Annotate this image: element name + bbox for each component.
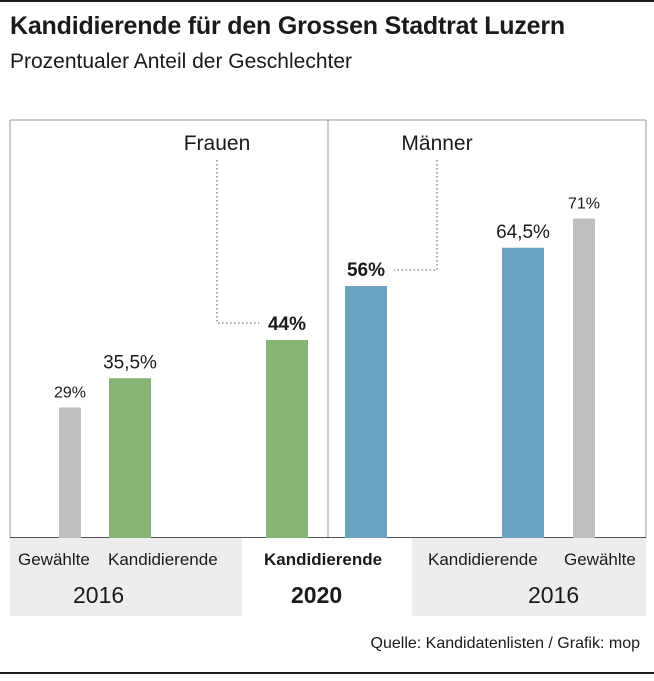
bar-5 bbox=[502, 247, 544, 538]
source-credit: Quelle: Kandidatenlisten / Grafik: mop bbox=[370, 635, 640, 652]
bar-label-1: 29% bbox=[54, 385, 86, 402]
bar-1 bbox=[59, 407, 81, 538]
top-rule bbox=[0, 0, 654, 2]
axis-group-2020: Kandidierende 2020 bbox=[242, 538, 412, 616]
leader-men bbox=[394, 160, 438, 271]
axis-cat-elected-2016-women: Gewählte bbox=[18, 550, 90, 569]
axis-cat-candidates-2016-men: Kandidierende bbox=[428, 550, 538, 569]
chart-subtitle: Prozentualer Anteil der Geschlechter bbox=[10, 50, 353, 73]
bar-label-3: 44% bbox=[268, 314, 306, 335]
axis-group-2016-left: Gewählte Kandidierende 2016 bbox=[10, 538, 242, 616]
axis-year-2020: 2020 bbox=[291, 582, 343, 608]
bar-label-5: 64,5% bbox=[496, 222, 550, 243]
bar-3 bbox=[266, 340, 308, 538]
bar-chart: Frauen Männer 29% 35,5% 44% 56% 64,5% 71% bbox=[9, 119, 647, 539]
bar-label-6: 71% bbox=[568, 196, 600, 213]
axis-cat-candidates-2020: Kandidierende bbox=[264, 550, 383, 569]
axis-year-2016-left: 2016 bbox=[73, 582, 125, 608]
annotation-women: Frauen bbox=[184, 132, 251, 155]
axis-year-2016-right: 2016 bbox=[528, 582, 580, 608]
bar-2 bbox=[109, 378, 151, 538]
bottom-rule bbox=[0, 672, 654, 674]
chart-title: Kandidierende für den Grossen Stadtrat L… bbox=[10, 12, 565, 40]
axis-group-2016-right: Kandidierende Gewählte 2016 bbox=[412, 538, 646, 616]
bar-label-2: 35,5% bbox=[103, 352, 157, 373]
bars-group: 29% 35,5% 44% 56% 64,5% 71% bbox=[54, 196, 600, 538]
axis-cat-candidates-2016-women: Kandidierende bbox=[108, 550, 218, 569]
axis-cat-elected-2016-men: Gewählte bbox=[564, 550, 636, 569]
bar-6 bbox=[573, 218, 595, 538]
leader-women bbox=[216, 160, 259, 324]
bar-4 bbox=[345, 286, 387, 538]
annotation-men: Männer bbox=[401, 132, 472, 155]
bar-label-4: 56% bbox=[347, 260, 385, 281]
